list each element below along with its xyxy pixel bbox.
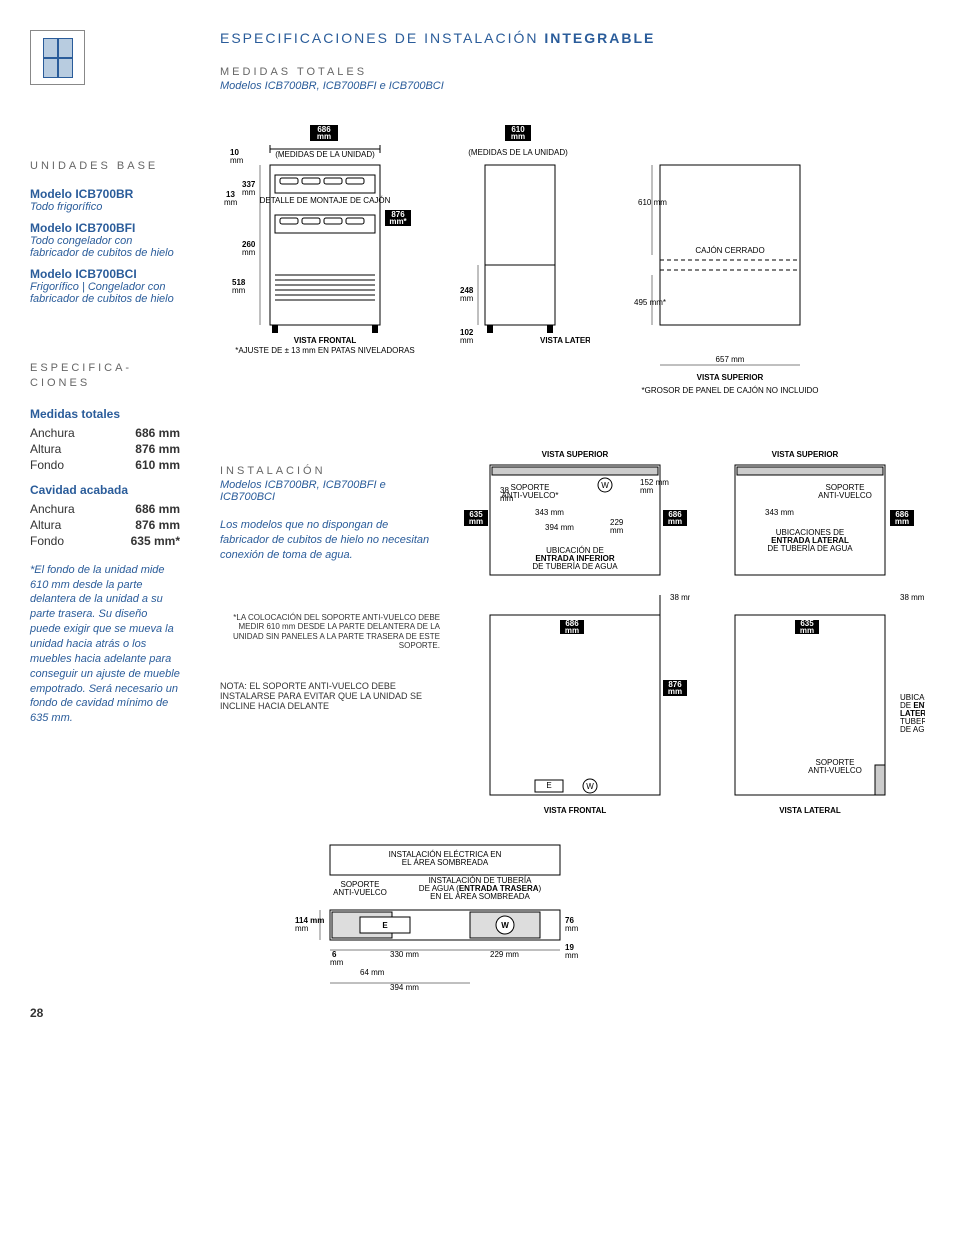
svg-text:VISTA FRONTAL: VISTA FRONTAL bbox=[294, 336, 357, 345]
svg-text:VISTA LATERAL: VISTA LATERAL bbox=[540, 336, 590, 345]
svg-text:ANTI-VUELCO: ANTI-VUELCO bbox=[333, 888, 387, 897]
svg-text:mm: mm bbox=[800, 626, 814, 635]
svg-text:mm: mm bbox=[565, 924, 579, 933]
svg-text:343 mm: 343 mm bbox=[765, 508, 794, 517]
svg-text:DE TUBERÍA DE AGUA: DE TUBERÍA DE AGUA bbox=[767, 544, 853, 553]
svg-text:W: W bbox=[586, 782, 594, 791]
svg-text:657 mm: 657 mm bbox=[716, 355, 745, 364]
svg-text:mm: mm bbox=[317, 132, 331, 141]
model-desc-1: Todo frigorífico bbox=[30, 201, 180, 213]
svg-text:E: E bbox=[382, 921, 388, 930]
svg-text:64 mm: 64 mm bbox=[360, 968, 385, 977]
svg-text:mm: mm bbox=[565, 626, 579, 635]
svg-text:*AJUSTE DE ± 13 mm EN PATAS NI: *AJUSTE DE ± 13 mm EN PATAS NIVELADORAS bbox=[235, 346, 415, 355]
svg-text:*GROSOR DE PANEL DE CAJÓN NO I: *GROSOR DE PANEL DE CAJÓN NO INCLUIDO bbox=[642, 386, 819, 395]
spec-row: Anchura686 mm bbox=[30, 501, 180, 517]
spec-row: Anchura686 mm bbox=[30, 425, 180, 441]
svg-text:mm: mm bbox=[242, 248, 256, 257]
svg-text:CAJÓN CERRADO: CAJÓN CERRADO bbox=[695, 246, 764, 255]
model-desc-3: Frigorífico | Congelador con fabricador … bbox=[30, 281, 180, 305]
diagram-install-lateral: VISTA SUPERIOR SOPORTE ANTI-VUELCO 343 m… bbox=[705, 445, 925, 825]
spec-head-totales: Medidas totales bbox=[30, 407, 180, 421]
svg-text:343 mm: 343 mm bbox=[535, 508, 564, 517]
svg-text:W: W bbox=[501, 921, 509, 930]
svg-text:DETALLE DE MONTAJE DE CAJÓN: DETALLE DE MONTAJE DE CAJÓN bbox=[260, 196, 391, 205]
svg-text:38 mm: 38 mm bbox=[670, 593, 690, 602]
model-head-1: Modelo ICB700BR bbox=[30, 187, 180, 201]
install-models: Modelos ICB700BR, ICB700BFI e ICB700BCI bbox=[220, 479, 440, 503]
page-number: 28 bbox=[30, 1006, 43, 1020]
diagram-bottom-detail: INSTALACIÓN ELÉCTRICA EN EL ÁREA SOMBREA… bbox=[280, 835, 925, 1015]
svg-text:mm: mm bbox=[460, 294, 474, 303]
spec-row: Fondo635 mm* bbox=[30, 533, 180, 549]
diagram-install-frontal: VISTA SUPERIOR SOPORTE ANTI-VUELCO* W 15… bbox=[460, 445, 690, 825]
diagram-top-view: 610 mm CAJÓN CERRADO 495 mm* 657 mm VIST… bbox=[630, 125, 830, 405]
section-title-medidas: MEDIDAS TOTALES bbox=[220, 66, 914, 78]
svg-text:38 mm: 38 mm bbox=[900, 593, 925, 602]
svg-text:610 mm: 610 mm bbox=[638, 198, 667, 207]
svg-text:229 mm: 229 mm bbox=[490, 950, 519, 959]
spec-row: Altura876 mm bbox=[30, 517, 180, 533]
spec-head-cavidad: Cavidad acabada bbox=[30, 483, 180, 497]
svg-text:EN EL ÁREA SOMBREADA: EN EL ÁREA SOMBREADA bbox=[430, 892, 530, 901]
svg-text:VISTA LATERAL: VISTA LATERAL bbox=[779, 806, 841, 815]
diagram-front-view: 686 mm (MEDIDAS DE LA UNIDAD) DETALLE DE… bbox=[220, 125, 420, 405]
svg-text:495 mm*: 495 mm* bbox=[634, 298, 666, 307]
svg-text:VISTA SUPERIOR: VISTA SUPERIOR bbox=[697, 373, 764, 382]
svg-text:mm: mm bbox=[500, 494, 514, 503]
svg-text:mm: mm bbox=[640, 486, 654, 495]
svg-text:ANTI-VUELCO: ANTI-VUELCO bbox=[808, 766, 862, 775]
svg-text:mm: mm bbox=[230, 156, 244, 165]
svg-text:330 mm: 330 mm bbox=[390, 950, 419, 959]
side-heading-unidades: UNIDADES BASE bbox=[30, 160, 180, 172]
svg-text:VISTA SUPERIOR: VISTA SUPERIOR bbox=[772, 450, 839, 459]
svg-text:mm: mm bbox=[242, 188, 256, 197]
svg-text:mm: mm bbox=[469, 517, 483, 526]
spec-row: Altura876 mm bbox=[30, 441, 180, 457]
install-note: Los modelos que no dispongan de fabricad… bbox=[220, 518, 440, 563]
svg-text:mm: mm bbox=[668, 517, 682, 526]
model-head-3: Modelo ICB700BCI bbox=[30, 267, 180, 281]
svg-text:VISTA SUPERIOR: VISTA SUPERIOR bbox=[542, 450, 609, 459]
svg-text:ANTI-VUELCO: ANTI-VUELCO bbox=[818, 491, 872, 500]
svg-text:EL ÁREA SOMBREADA: EL ÁREA SOMBREADA bbox=[402, 858, 489, 867]
diagram-side-view: 610 mm (MEDIDAS DE LA UNIDAD) 248 mm 102… bbox=[460, 125, 590, 405]
side-heading-espec: ESPECIFICA-CIONES bbox=[30, 361, 180, 392]
svg-text:394 mm: 394 mm bbox=[545, 523, 574, 532]
svg-text:mm: mm bbox=[511, 132, 525, 141]
svg-text:VISTA FRONTAL: VISTA FRONTAL bbox=[544, 806, 607, 815]
brand-icon bbox=[30, 30, 85, 85]
svg-text:mm: mm bbox=[330, 958, 344, 967]
svg-text:mm: mm bbox=[295, 924, 309, 933]
svg-text:mm: mm bbox=[224, 198, 238, 207]
svg-text:E: E bbox=[546, 781, 551, 790]
model-desc-2: Todo congelador con fabricador de cubito… bbox=[30, 235, 180, 259]
svg-text:W: W bbox=[601, 481, 609, 490]
svg-text:mm: mm bbox=[232, 286, 246, 295]
spec-row: Fondo610 mm bbox=[30, 457, 180, 473]
install-title: INSTALACIÓN bbox=[220, 465, 440, 477]
medidas-models: Modelos ICB700BR, ICB700BFI e ICB700BCI bbox=[220, 80, 914, 92]
svg-text:mm: mm bbox=[460, 336, 474, 345]
soporte-note: *LA COLOCACIÓN DEL SOPORTE ANTI-VUELCO D… bbox=[220, 613, 440, 651]
model-head-2: Modelo ICB700BFI bbox=[30, 221, 180, 235]
svg-text:DE TUBERÍA DE AGUA: DE TUBERÍA DE AGUA bbox=[532, 562, 618, 571]
footnote: *El fondo de la unidad mide 610 mm desde… bbox=[30, 563, 180, 726]
svg-text:mm*: mm* bbox=[389, 217, 407, 226]
svg-text:mm: mm bbox=[668, 687, 682, 696]
svg-text:mm: mm bbox=[895, 517, 909, 526]
svg-text:mm: mm bbox=[610, 526, 624, 535]
page-title: ESPECIFICACIONES DE INSTALACIÓN INTEGRAB… bbox=[220, 30, 914, 46]
svg-text:(MEDIDAS DE LA UNIDAD): (MEDIDAS DE LA UNIDAD) bbox=[468, 148, 568, 157]
svg-text:394 mm: 394 mm bbox=[390, 983, 419, 992]
svg-text:mm: mm bbox=[565, 951, 579, 960]
nota-bottom: NOTA: EL SOPORTE ANTI-VUELCO DEBE INSTAL… bbox=[220, 681, 440, 711]
svg-text:DE AGUA: DE AGUA bbox=[900, 725, 925, 734]
svg-text:(MEDIDAS DE LA UNIDAD): (MEDIDAS DE LA UNIDAD) bbox=[275, 150, 375, 159]
